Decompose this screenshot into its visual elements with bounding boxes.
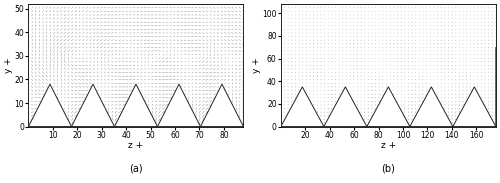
Y-axis label: y +: y + [4, 57, 13, 73]
Polygon shape [367, 87, 410, 127]
Polygon shape [453, 87, 496, 127]
Polygon shape [158, 84, 200, 127]
Polygon shape [28, 84, 72, 127]
Polygon shape [496, 47, 500, 127]
Text: (a): (a) [129, 163, 143, 173]
Polygon shape [244, 42, 265, 127]
Polygon shape [281, 87, 324, 127]
Polygon shape [200, 84, 244, 127]
Polygon shape [114, 84, 158, 127]
X-axis label: z +: z + [128, 141, 144, 150]
Text: (b): (b) [382, 163, 396, 173]
Polygon shape [324, 87, 367, 127]
Polygon shape [410, 87, 453, 127]
X-axis label: z +: z + [381, 141, 396, 150]
Y-axis label: y +: y + [252, 57, 261, 73]
Polygon shape [72, 84, 114, 127]
